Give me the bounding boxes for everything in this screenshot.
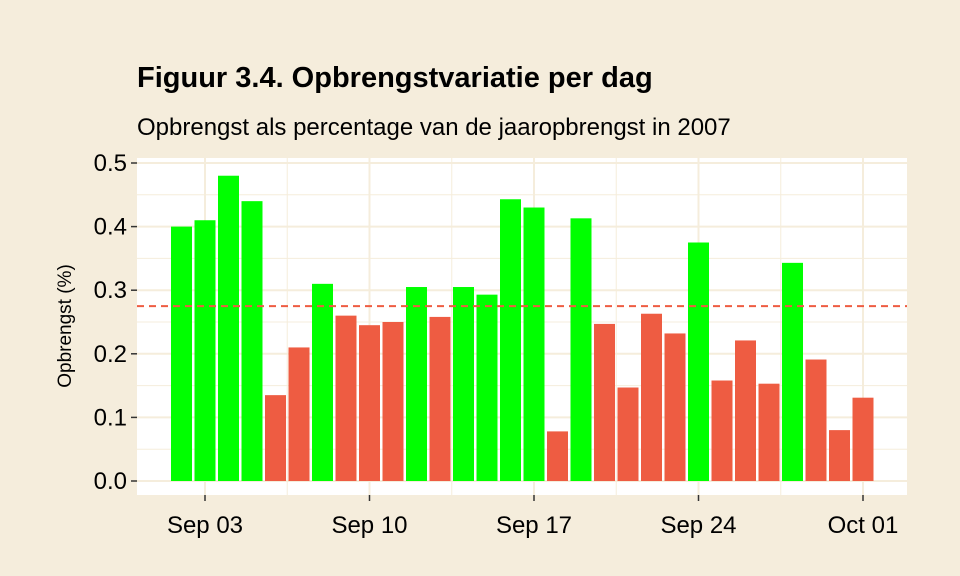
y-axis-label: Opbrengst (%) [55, 264, 76, 388]
x-tick-label: Sep 10 [331, 512, 407, 539]
y-tick-label: 0.4 [94, 214, 127, 241]
bar [453, 287, 474, 481]
bar [711, 380, 733, 481]
bar [547, 431, 568, 481]
bar [664, 333, 686, 481]
axes: 0.0 0.1 0.2 0.3 0.4 0.5 Sep 03 Sep 10 Sep 17 Sep … [94, 150, 899, 539]
bar [312, 283, 333, 481]
bar [523, 207, 545, 481]
x-tick-label: Sep 03 [167, 512, 243, 539]
bar [335, 315, 357, 481]
y-tick-label: 0.2 [94, 341, 127, 368]
bar [688, 242, 709, 481]
bar [406, 287, 427, 481]
bar [805, 359, 827, 481]
bar [641, 313, 662, 481]
bar [359, 325, 380, 481]
bar [735, 340, 756, 481]
bar [476, 294, 498, 481]
bar [570, 218, 592, 481]
bar [218, 175, 239, 481]
bar [288, 347, 310, 481]
x-tick-label: Oct 01 [828, 512, 899, 539]
bar [171, 226, 192, 481]
bar [782, 262, 803, 481]
y-tick-label: 0.3 [94, 277, 127, 304]
bar [617, 387, 639, 481]
x-tick-label: Sep 17 [496, 512, 572, 539]
x-tick-label: Sep 24 [660, 512, 736, 539]
bar [758, 383, 780, 481]
bar [852, 397, 874, 481]
bar [382, 322, 404, 481]
bar [500, 199, 521, 481]
bar [829, 430, 850, 481]
bar [265, 395, 286, 481]
y-tick-label: 0.1 [94, 404, 127, 431]
y-tick-label: 0.0 [94, 468, 127, 495]
chart-subtitle: Opbrengst als percentage van de jaaropbr… [137, 114, 731, 141]
chart-title: Figuur 3.4. Opbrengstvariatie per dag [137, 62, 653, 94]
bar [241, 201, 263, 481]
bar [594, 323, 615, 481]
bars [171, 175, 874, 482]
bar [429, 316, 451, 481]
y-tick-label: 0.5 [94, 150, 127, 177]
bar [194, 220, 216, 482]
